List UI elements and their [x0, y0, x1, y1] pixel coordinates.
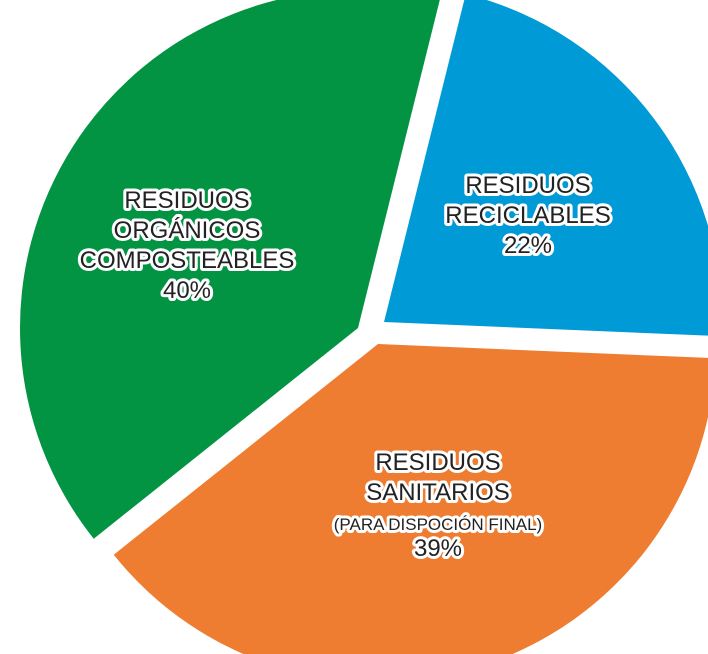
slice-2-value-label: 39% [414, 535, 462, 562]
slice-1-value-label: 22% [504, 232, 552, 259]
slice-3-label-line: COMPOSTEABLES [80, 247, 295, 274]
slice-3-value-label: 40% [163, 277, 211, 304]
slice-1-label-line: RECICLABLES [445, 202, 610, 229]
slice-2-label-line: (PARA DISPOCIÓN FINAL) [334, 515, 542, 534]
slice-2-label-line: SANITARIOS [366, 479, 510, 506]
slice-2-label-line: RESIDUOS [375, 449, 500, 476]
pie-slice-1 [384, 0, 708, 336]
pie-slices [20, 0, 708, 654]
slice-1-label-line: RESIDUOS [465, 172, 590, 199]
pie-slice-2 [113, 344, 708, 654]
slice-3-label-line: ORGÁNICOS [114, 217, 261, 244]
slice-3-label-line: RESIDUOS [124, 187, 249, 214]
pie-labels: RESIDUOS RECICLABLES 22% RESIDUOS SANITARIOS… [77, 169, 614, 565]
pie-slice-3 [20, 0, 440, 539]
